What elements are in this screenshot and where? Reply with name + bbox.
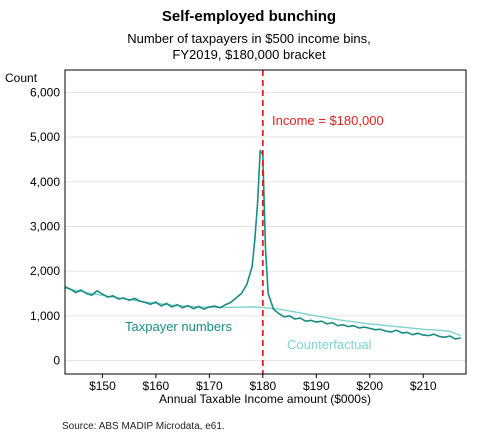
x-tick-label: $180 — [249, 379, 276, 393]
taxpayer-numbers-line — [64, 149, 461, 340]
y-tick-label: 2,000 — [30, 264, 60, 278]
chart-subtitle-line-2: FY2019, $180,000 bracket — [172, 47, 326, 62]
y-tick-label: 6,000 — [30, 85, 60, 99]
reference-line-label: Income = $180,000 — [272, 113, 384, 128]
series-layer — [64, 149, 461, 340]
chart-title: Self-employed bunching — [161, 8, 337, 25]
taxpayer-numbers-label: Taxpayer numbers — [125, 319, 232, 334]
chart-subtitle-line-1: Number of taxpayers in $500 income bins, — [127, 31, 371, 46]
y-tick-label: 5,000 — [30, 130, 60, 144]
y-tick-label: 1,000 — [30, 309, 60, 323]
plot-frame — [64, 69, 467, 375]
x-tick-label: $160 — [143, 379, 170, 393]
x-tick-label: $200 — [356, 379, 383, 393]
x-tick-label: $150 — [89, 379, 116, 393]
label-layer: Count Annual Taxable Income amount ($000… — [5, 71, 384, 406]
x-tick-label: $170 — [196, 379, 223, 393]
y-tick-label: 4,000 — [30, 175, 60, 189]
source-note: Source: ABS MADIP Microdata, e61. — [62, 421, 225, 432]
x-tick-label: $190 — [303, 379, 330, 393]
axes-layer: 0 1,000 2,000 3,000 4,000 5,000 6,000 $150 $160 $… — [30, 69, 467, 393]
counterfactual-label: Counterfactual — [287, 337, 372, 352]
y-tick-label: 3,000 — [30, 219, 60, 233]
y-axis-label: Count — [5, 71, 38, 85]
x-tick-label: $210 — [410, 379, 437, 393]
x-axis-label: Annual Taxable Income amount ($000s) — [159, 392, 371, 406]
y-tick-label: 0 — [53, 354, 60, 368]
